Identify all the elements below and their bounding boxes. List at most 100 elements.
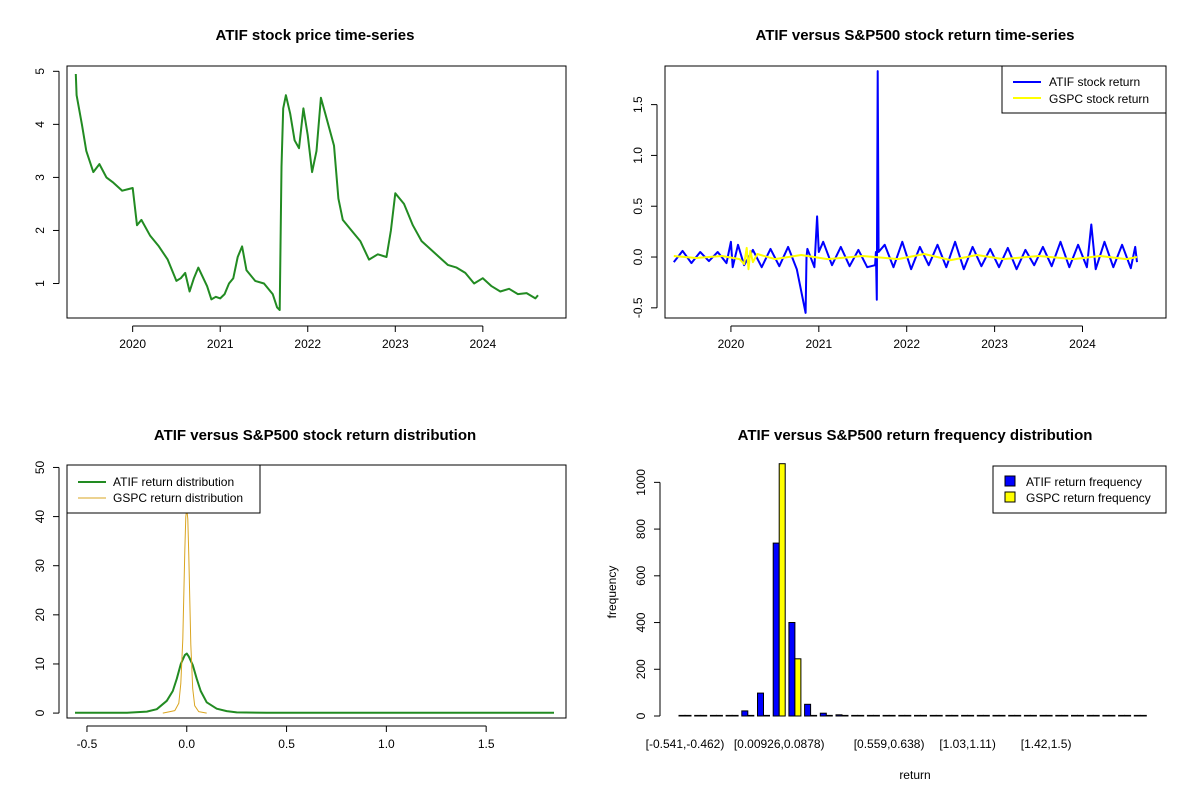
bar-atif bbox=[851, 714, 859, 717]
bar-atif bbox=[866, 714, 874, 717]
bar-atif bbox=[835, 714, 843, 717]
y-tick-label: 1.0 bbox=[631, 147, 645, 164]
y-tick-label: 800 bbox=[634, 519, 648, 539]
bar-gspc bbox=[1045, 714, 1053, 717]
series-line-atif-return-distribution bbox=[75, 652, 554, 714]
y-tick-label: 1000 bbox=[634, 469, 648, 496]
y-axis: 1 2 3 4 5 bbox=[33, 68, 60, 287]
x-tick-label: [0.559,0.638) bbox=[854, 737, 925, 751]
x-tick-label: 2020 bbox=[718, 337, 745, 351]
y-tick-label: 0.5 bbox=[631, 198, 645, 215]
legend-box bbox=[992, 465, 1167, 514]
y-tick-label: 0.0 bbox=[631, 248, 645, 265]
bar-gspc bbox=[857, 714, 865, 717]
bar-atif bbox=[914, 714, 921, 717]
chart-title: ATIF versus S&P500 stock return distribu… bbox=[154, 427, 476, 444]
legend-swatch-gspc bbox=[1004, 491, 1016, 503]
x-tick-label: 2023 bbox=[382, 337, 409, 351]
y-tick-label: 10 bbox=[33, 657, 47, 671]
x-tick-label: 2022 bbox=[294, 337, 321, 351]
y-tick-label: 3 bbox=[33, 174, 47, 181]
chart-title: ATIF versus S&P500 return frequency dist… bbox=[738, 427, 1093, 444]
bar-atif bbox=[1055, 714, 1063, 717]
legend-box bbox=[66, 464, 261, 514]
y-tick-label: 50 bbox=[33, 460, 47, 474]
panel-price-timeseries: ATIF stock price time-series 2020 2021 202… bbox=[33, 27, 567, 351]
bar-gspc bbox=[794, 658, 802, 717]
legend-label-gspc: GSPC stock return bbox=[1049, 92, 1149, 106]
y-axis-label: frequency bbox=[605, 566, 619, 619]
legend: ATIF return distribution GSPC return dis… bbox=[66, 464, 261, 514]
bar-gspc bbox=[825, 714, 833, 717]
bar-atif bbox=[725, 714, 733, 717]
plot-frame bbox=[66, 65, 567, 319]
bar-atif bbox=[1102, 714, 1110, 717]
bar-gspc bbox=[951, 714, 959, 717]
bar-atif bbox=[929, 714, 937, 717]
bar-atif bbox=[788, 622, 796, 717]
x-tick-label: [0.00926,0.0878) bbox=[734, 737, 825, 751]
x-tick-label: 2021 bbox=[805, 337, 832, 351]
y-axis: 0 200 400 600 800 1000 bbox=[634, 469, 661, 719]
bar-atif bbox=[945, 714, 953, 717]
bar-atif bbox=[804, 703, 812, 717]
chart-title: ATIF stock price time-series bbox=[216, 27, 415, 44]
bar-atif bbox=[1086, 714, 1094, 717]
series-line-gspc-stock-return bbox=[673, 246, 1138, 271]
bar-gspc bbox=[920, 714, 927, 717]
x-axis: -0.5 0.0 0.5 1.0 1.5 bbox=[77, 725, 495, 751]
bar-gspc bbox=[888, 714, 896, 717]
legend-swatch-atif bbox=[1004, 475, 1016, 487]
legend-label-atif: ATIF stock return bbox=[1049, 75, 1140, 89]
bar-gspc bbox=[731, 714, 739, 717]
bar-gspc bbox=[935, 714, 943, 717]
series-line-gspc-return-distribution bbox=[162, 508, 207, 714]
bar-atif bbox=[1071, 714, 1078, 717]
legend-label-atif: ATIF return frequency bbox=[1026, 475, 1142, 489]
y-tick-label: 0 bbox=[634, 712, 648, 719]
x-tick-label: [1.42,1.5) bbox=[1021, 737, 1072, 751]
y-tick-label: 5 bbox=[33, 68, 47, 75]
bar-atif bbox=[757, 692, 764, 717]
x-axis: [-0.541,-0.462) [0.00926,0.0878) [0.559,0.… bbox=[646, 737, 1072, 751]
panel-return-distribution: ATIF versus S&P500 stock return distribu… bbox=[33, 427, 567, 751]
bar-gspc bbox=[747, 714, 755, 717]
y-tick-label: 2 bbox=[33, 227, 47, 234]
series-group bbox=[74, 73, 539, 311]
x-axis: 2020 2021 2022 2023 2024 bbox=[119, 325, 497, 351]
plot-frame bbox=[66, 464, 567, 719]
panel-return-timeseries: ATIF versus S&P500 stock return time-ser… bbox=[631, 27, 1167, 351]
bar-gspc bbox=[1139, 714, 1147, 717]
x-axis: 2020 2021 2022 2023 2024 bbox=[718, 325, 1096, 351]
series-line-atif-stock-price bbox=[74, 73, 539, 311]
x-axis-label: return bbox=[899, 768, 930, 782]
bar-gspc bbox=[841, 714, 849, 717]
legend: ATIF stock return GSPC stock return bbox=[1001, 65, 1167, 114]
bar-atif bbox=[1008, 714, 1016, 717]
bar-atif bbox=[1039, 714, 1047, 717]
y-tick-label: 1 bbox=[33, 280, 47, 287]
bar-gspc bbox=[1014, 714, 1022, 717]
bar-atif bbox=[694, 714, 702, 717]
bar-atif bbox=[898, 714, 906, 717]
x-tick-label: 0.5 bbox=[278, 737, 295, 751]
y-tick-label: 30 bbox=[33, 559, 47, 573]
legend-label-atif: ATIF return distribution bbox=[113, 475, 234, 489]
legend-box bbox=[1001, 65, 1167, 114]
bar-atif bbox=[882, 714, 890, 717]
bar-gspc bbox=[1108, 714, 1116, 717]
chart-title: ATIF versus S&P500 stock return time-ser… bbox=[755, 27, 1074, 44]
x-tick-label: 2022 bbox=[893, 337, 920, 351]
bar-atif bbox=[1118, 714, 1126, 717]
bar-gspc bbox=[998, 714, 1006, 717]
series-group bbox=[673, 70, 1138, 314]
x-tick-label: 2023 bbox=[981, 337, 1008, 351]
y-tick-label: 4 bbox=[33, 121, 47, 128]
bar-gspc bbox=[982, 714, 990, 717]
y-tick-label: 20 bbox=[33, 608, 47, 622]
bar-gspc bbox=[1092, 714, 1100, 717]
y-tick-label: 200 bbox=[634, 659, 648, 679]
bar-atif bbox=[709, 714, 717, 717]
y-tick-label: 1.5 bbox=[631, 96, 645, 113]
bar-atif bbox=[772, 542, 780, 717]
